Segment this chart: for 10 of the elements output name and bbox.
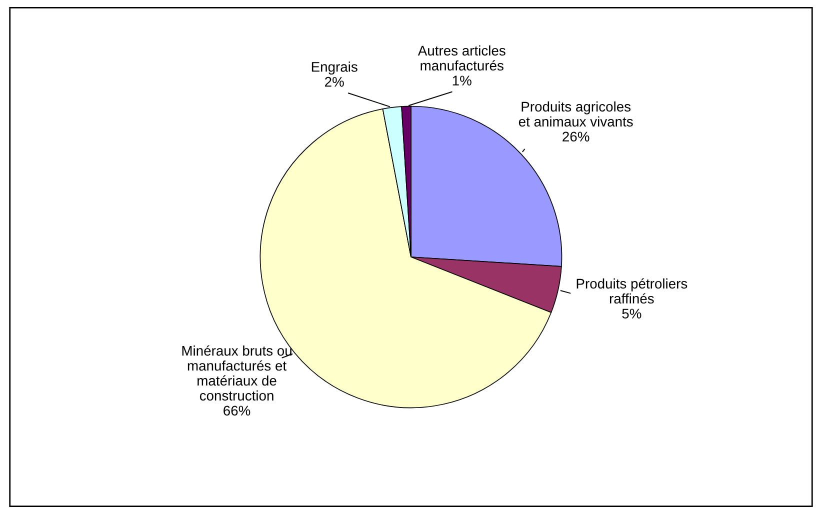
data-label: 66% bbox=[224, 406, 250, 416]
data-label: 1% bbox=[452, 76, 472, 86]
slice-label: Produits agricoles et animaux vivants bbox=[518, 101, 633, 127]
slice-label: Engrais bbox=[312, 62, 358, 75]
data-label: 5% bbox=[622, 308, 642, 319]
slice-label: Produits pétroliers raffinés bbox=[576, 278, 688, 304]
slice-label: Minéraux bruts ou manufacturés et matériaux de construction bbox=[182, 345, 292, 401]
data-label: 2% bbox=[325, 76, 344, 87]
slice-label: Autres articles manufacturés bbox=[418, 45, 506, 71]
data-label: 26% bbox=[562, 132, 590, 142]
